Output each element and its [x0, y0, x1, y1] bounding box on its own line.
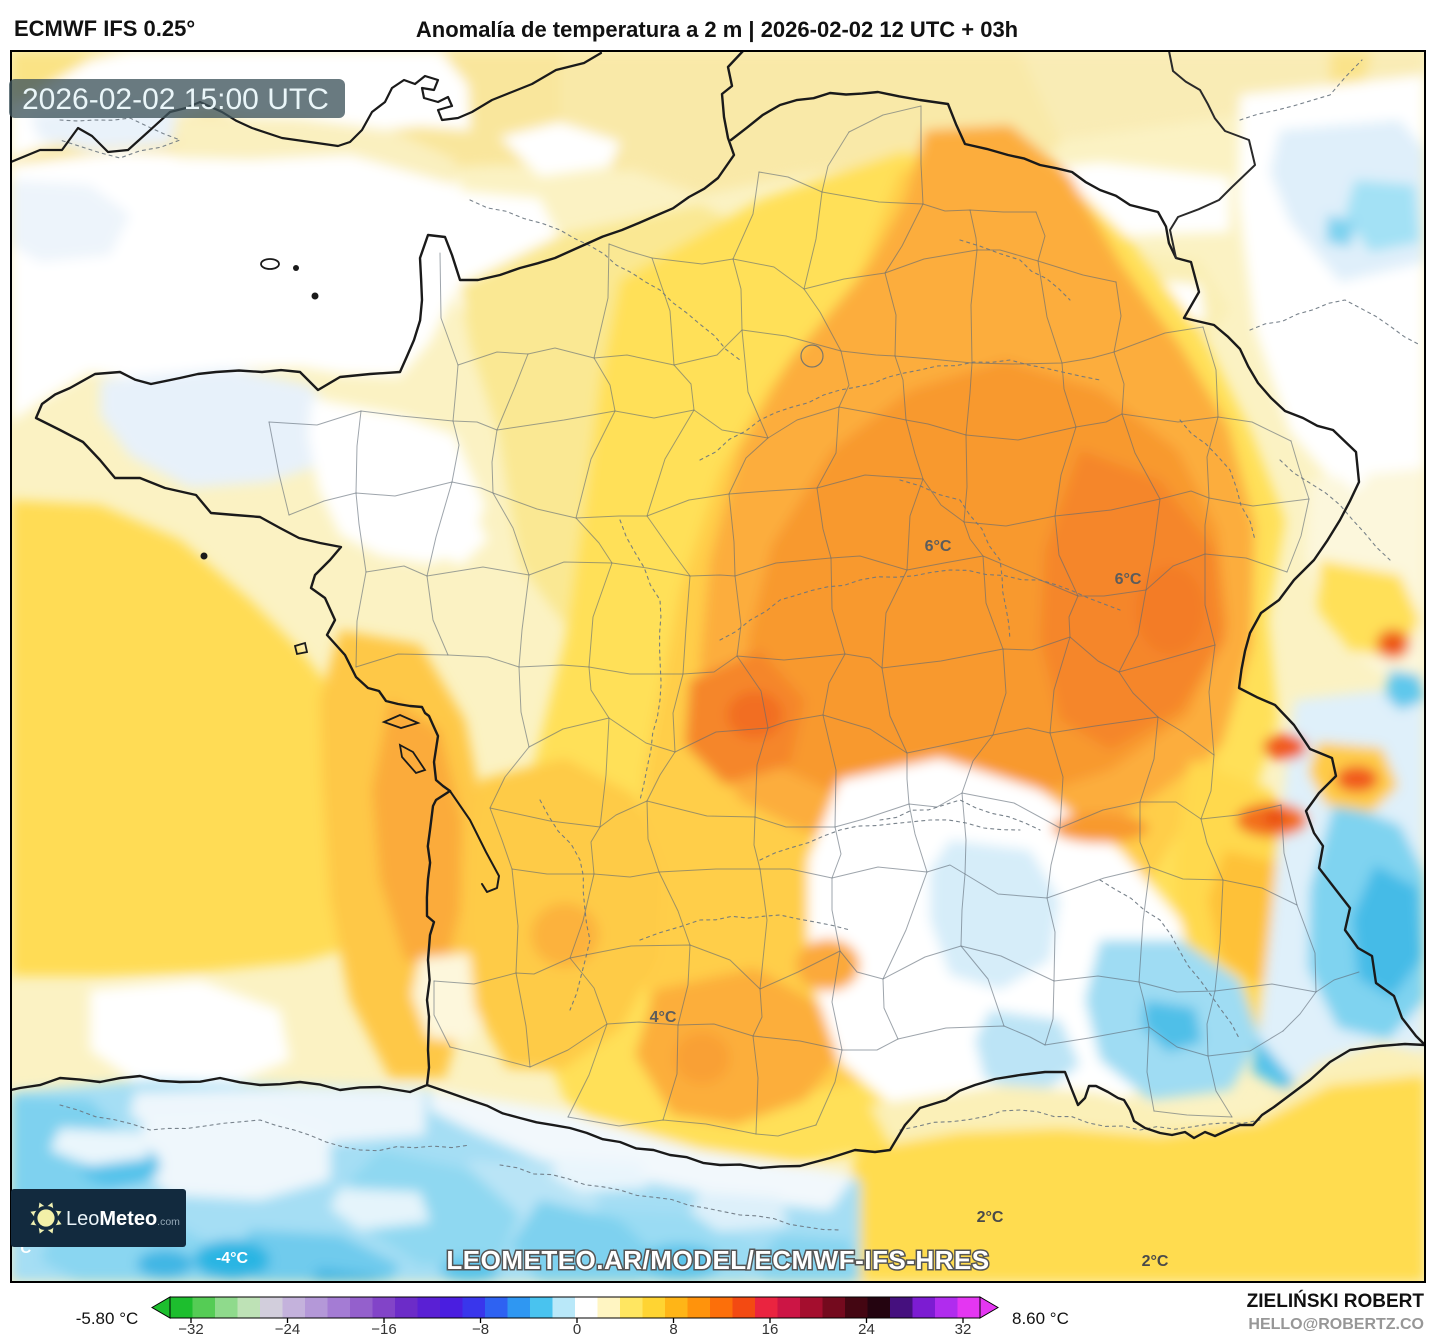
svg-text:8: 8: [669, 1321, 677, 1338]
svg-text:−24: −24: [275, 1321, 300, 1338]
svg-text:Anomalía de temperatura a 2 m: Anomalía de temperatura a 2 m | 2026-02-…: [416, 17, 1018, 42]
svg-text:−16: −16: [371, 1321, 396, 1338]
svg-text:2026-02-02 15:00 UTC: 2026-02-02 15:00 UTC: [22, 83, 329, 116]
svg-text:−32: −32: [178, 1321, 203, 1338]
svg-text:16: 16: [762, 1321, 779, 1338]
svg-text:LEOMETEO.AR/MODEL/ECMWF-IFS-HR: LEOMETEO.AR/MODEL/ECMWF-IFS-HRES: [446, 1245, 989, 1275]
svg-text:6°C: 6°C: [925, 538, 952, 555]
svg-text:2°C: 2°C: [977, 1209, 1004, 1226]
svg-text:-5.80 °C: -5.80 °C: [76, 1309, 143, 1328]
svg-text:-4°C: -4°C: [216, 1250, 249, 1267]
svg-text:4°C: 4°C: [650, 1009, 677, 1026]
svg-text:ECMWF IFS 0.25°: ECMWF IFS 0.25°: [14, 16, 195, 41]
svg-text:ZIELIŃSKI ROBERT: ZIELIŃSKI ROBERT: [1247, 1290, 1425, 1312]
svg-text:HELLO@ROBERTZ.CO: HELLO@ROBERTZ.CO: [1248, 1316, 1424, 1333]
svg-text:24: 24: [858, 1321, 875, 1338]
svg-text:−8: −8: [472, 1321, 489, 1338]
svg-text:LeoMeteo.com: LeoMeteo.com: [66, 1208, 180, 1230]
svg-text:6°C: 6°C: [1115, 571, 1142, 588]
svg-text:8.60 °C: 8.60 °C: [1012, 1309, 1069, 1328]
svg-text:0: 0: [573, 1321, 581, 1338]
svg-text:2°C: 2°C: [1142, 1253, 1169, 1270]
svg-text:32: 32: [955, 1321, 972, 1338]
